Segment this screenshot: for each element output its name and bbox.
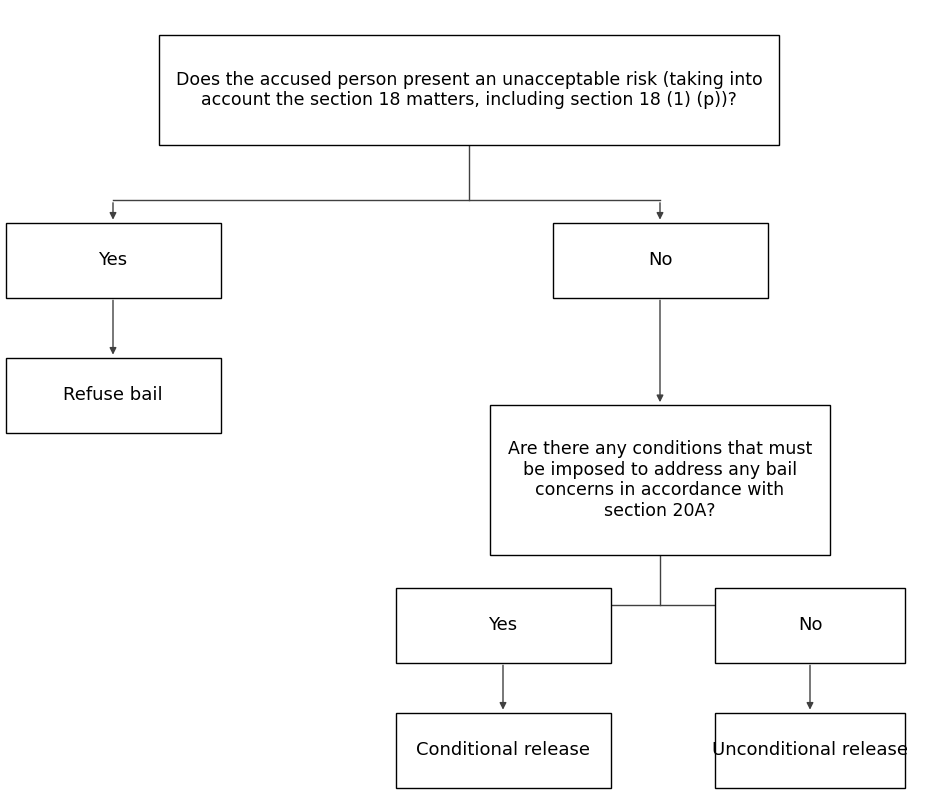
Bar [159,35,779,145]
Text: Conditional release: Conditional release [416,741,590,759]
Text: Are there any conditions that must
be imposed to address any bail
concerns in ac: Are there any conditions that must be im… [508,440,812,520]
Bar [395,713,610,787]
Bar [6,223,221,297]
Bar [6,357,221,433]
Text: No: No [798,616,823,634]
Bar [552,223,767,297]
Text: Yes: Yes [99,251,128,269]
Bar [395,587,610,663]
Text: Does the accused person present an unacceptable risk (taking into
account the se: Does the accused person present an unacc… [176,70,762,109]
Bar [715,713,905,787]
Bar [715,587,905,663]
Bar [490,405,830,555]
Text: Refuse bail: Refuse bail [63,386,162,404]
Text: Yes: Yes [488,616,517,634]
Text: Unconditional release: Unconditional release [712,741,908,759]
Text: No: No [648,251,672,269]
